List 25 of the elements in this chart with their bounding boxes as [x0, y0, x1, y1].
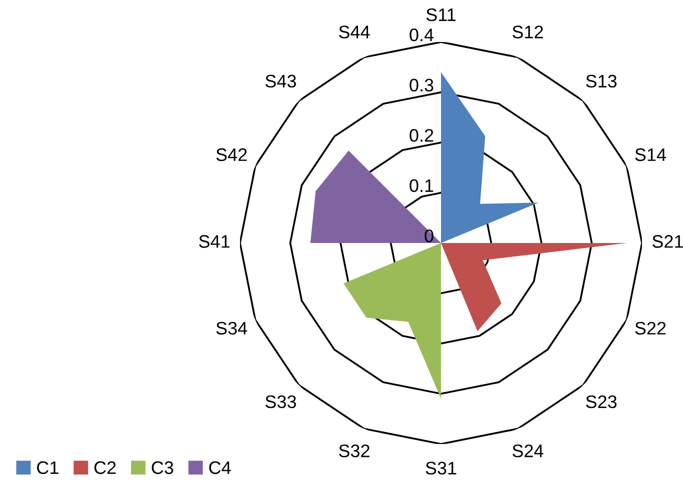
spoke-label: S14: [635, 148, 666, 162]
spoke-label: S32: [339, 444, 370, 458]
spoke-label: S43: [265, 74, 296, 88]
spoke-label: S44: [339, 26, 370, 38]
spoke-label: S13: [586, 74, 617, 88]
legend-label: C3: [152, 461, 174, 474]
y-tick-label: 0.2: [410, 129, 434, 142]
spoke-label: S34: [216, 322, 248, 335]
y-tick-label: 0.4: [410, 28, 434, 42]
spoke-label: S23: [586, 395, 617, 408]
spoke-label: S31: [426, 462, 456, 475]
spoke-label: S22: [635, 322, 666, 335]
spoke-label: S33: [265, 395, 296, 408]
spoke-label: S42: [216, 148, 247, 162]
y-tick-label: 0: [424, 230, 434, 242]
spoke-label: S11: [426, 8, 456, 22]
spoke-label: S12: [512, 26, 543, 38]
legend-label: C1: [37, 461, 58, 474]
y-tick-label: 0.1: [410, 179, 434, 192]
legend-label: C4: [209, 461, 231, 474]
legend-label: C2: [94, 461, 116, 474]
y-tick-label: 0.3: [410, 78, 434, 92]
spoke-label: S21: [652, 235, 683, 248]
spoke-label: S41: [199, 235, 230, 248]
spoke-label: S24: [512, 444, 544, 458]
